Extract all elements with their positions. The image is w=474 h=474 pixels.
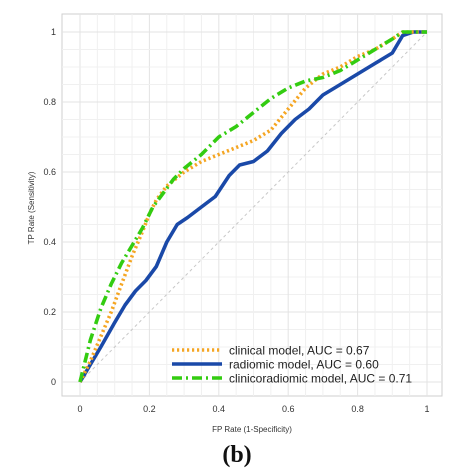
reference-diagonal-line (79, 31, 428, 383)
y-tick-labels: 0 0.2 0.4 0.6 0.8 1 (43, 27, 56, 387)
y-tick-label: 0 (51, 377, 56, 387)
y-tick-label: 0.2 (43, 307, 56, 317)
x-tick-label: 0.2 (143, 404, 156, 414)
x-tick-labels: 0 0.2 0.4 0.6 0.8 1 (77, 404, 429, 414)
y-tick-label: 0.6 (43, 167, 56, 177)
series-layer (78, 30, 427, 383)
series-line-dashdot (78, 30, 427, 383)
panel-label: (b) (222, 442, 251, 468)
x-tick-label: 0.6 (282, 404, 295, 414)
legend-label: clinicoradiomic model, AUC = 0.71 (229, 372, 412, 386)
x-tick-label: 1 (424, 404, 429, 414)
y-tick-label: 1 (51, 27, 56, 37)
x-tick-label: 0 (77, 404, 82, 414)
legend-label: clinical model, AUC = 0.67 (229, 344, 370, 358)
series-line-solid (78, 30, 427, 383)
grid-lines (62, 14, 442, 396)
x-tick-label: 0.4 (213, 404, 226, 414)
y-axis-label: TP Rate (Sensitivity) (27, 171, 36, 244)
y-tick-label: 0.4 (43, 237, 56, 247)
x-tick-label: 0.8 (351, 404, 364, 414)
x-axis-label: FP Rate (1-Specificity) (212, 425, 292, 434)
legend-label: radiomic model, AUC = 0.60 (229, 358, 379, 372)
plot-area (61, 13, 443, 397)
y-tick-label: 0.8 (43, 97, 56, 107)
